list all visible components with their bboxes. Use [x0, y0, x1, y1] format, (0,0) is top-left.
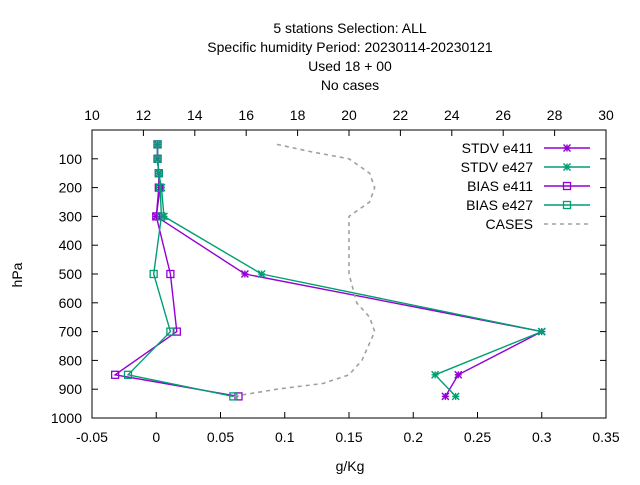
- legend-item: STDV e411: [462, 140, 590, 156]
- legend-label: BIAS e411: [467, 178, 533, 194]
- x2-tick-label: 12: [136, 107, 152, 123]
- title-line: Specific humidity Period: 20230114-20230…: [207, 39, 493, 55]
- data-point: [153, 140, 162, 149]
- y-tick-label: 200: [59, 180, 83, 196]
- x-axis-top: 10 12 14 16 18 20 22 24 26 28 30: [84, 107, 614, 136]
- x-tick-label: 0.15: [335, 429, 362, 445]
- legend-label: STDV e427: [461, 159, 534, 175]
- data-point: [166, 269, 175, 279]
- series-bias-e427: [123, 140, 238, 401]
- y-tick-label: 300: [59, 208, 83, 224]
- data-point: [153, 154, 162, 163]
- y-tick-label: 500: [59, 266, 83, 282]
- y-tick-label: 800: [59, 352, 83, 368]
- data-point: [154, 169, 163, 178]
- series-cases: [233, 143, 376, 398]
- x2-tick-label: 30: [598, 107, 614, 123]
- x2-tick-label: 24: [444, 107, 460, 123]
- data-point: [157, 212, 166, 221]
- x2-tick-label: 22: [393, 107, 409, 123]
- data-point: [257, 270, 266, 278]
- series-line: [126, 144, 234, 398]
- x-tick-label: -0.05: [76, 429, 108, 445]
- title-line: No cases: [321, 77, 379, 93]
- series-line: [233, 143, 376, 398]
- x-tick-label: 0.25: [464, 429, 491, 445]
- legend-label: BIAS e427: [466, 197, 533, 213]
- legend-item: STDV e427: [461, 159, 590, 175]
- y-axis: 100 200 300 400 500 600 700 800 900 1000: [51, 151, 606, 426]
- x2-tick-label: 14: [187, 107, 203, 123]
- chart-title: 5 stations Selection: ALL Specific humidi…: [207, 20, 493, 93]
- legend: STDV e411 STDV e427 BIAS e411 BIAS e427 CASE…: [461, 140, 590, 232]
- legend-marker: [562, 200, 572, 210]
- legend-marker: [563, 144, 571, 152]
- series-bias-e411: [110, 140, 243, 401]
- title-line: Used 18 + 00: [308, 58, 392, 74]
- data-point: [166, 327, 175, 336]
- data-point: [454, 370, 463, 379]
- y-tick-label: 900: [59, 381, 83, 397]
- x-tick-label: 0.1: [275, 429, 295, 445]
- legend-marker: [562, 181, 572, 191]
- legend-item: BIAS e427: [466, 197, 590, 213]
- data-point: [441, 392, 450, 401]
- legend-label: STDV e411: [462, 140, 534, 156]
- data-point: [451, 392, 460, 401]
- data-point: [110, 370, 120, 379]
- x-axis-label: g/Kg: [336, 458, 365, 474]
- x2-tick-label: 18: [290, 107, 306, 123]
- legend-marker: [563, 163, 571, 171]
- legend-item: BIAS e411: [467, 178, 590, 194]
- x-tick-label: 0.35: [592, 429, 619, 445]
- series-layer: [110, 140, 546, 401]
- y-tick-label: 600: [59, 295, 83, 311]
- legend-label: CASES: [486, 216, 533, 232]
- y-axis-label: hPa: [9, 262, 25, 287]
- y-tick-label: 1000: [51, 410, 82, 426]
- x-tick-label: 0: [152, 429, 160, 445]
- x2-tick-label: 26: [495, 107, 511, 123]
- x-axis-bottom: -0.05 0 0.05 0.1 0.15 0.2 0.25 0.3 0.35: [76, 412, 620, 445]
- x-tick-label: 0.05: [207, 429, 234, 445]
- data-point: [155, 183, 165, 192]
- y-tick-label: 400: [59, 237, 83, 253]
- x2-tick-label: 20: [341, 107, 357, 123]
- data-point: [431, 370, 440, 379]
- x-tick-label: 0.2: [404, 429, 424, 445]
- data-point: [240, 270, 249, 278]
- title-line: 5 stations Selection: ALL: [273, 20, 427, 36]
- data-point: [123, 370, 133, 379]
- series-line: [113, 144, 239, 398]
- x2-tick-label: 28: [547, 107, 563, 123]
- data-point: [149, 269, 158, 279]
- y-tick-label: 700: [59, 324, 83, 340]
- data-point: [152, 212, 161, 221]
- x2-tick-label: 10: [84, 107, 100, 123]
- data-point: [537, 327, 546, 336]
- y-tick-label: 100: [59, 151, 83, 167]
- legend-item: CASES: [486, 216, 590, 232]
- x-tick-label: 0.3: [532, 429, 552, 445]
- x2-tick-label: 16: [238, 107, 254, 123]
